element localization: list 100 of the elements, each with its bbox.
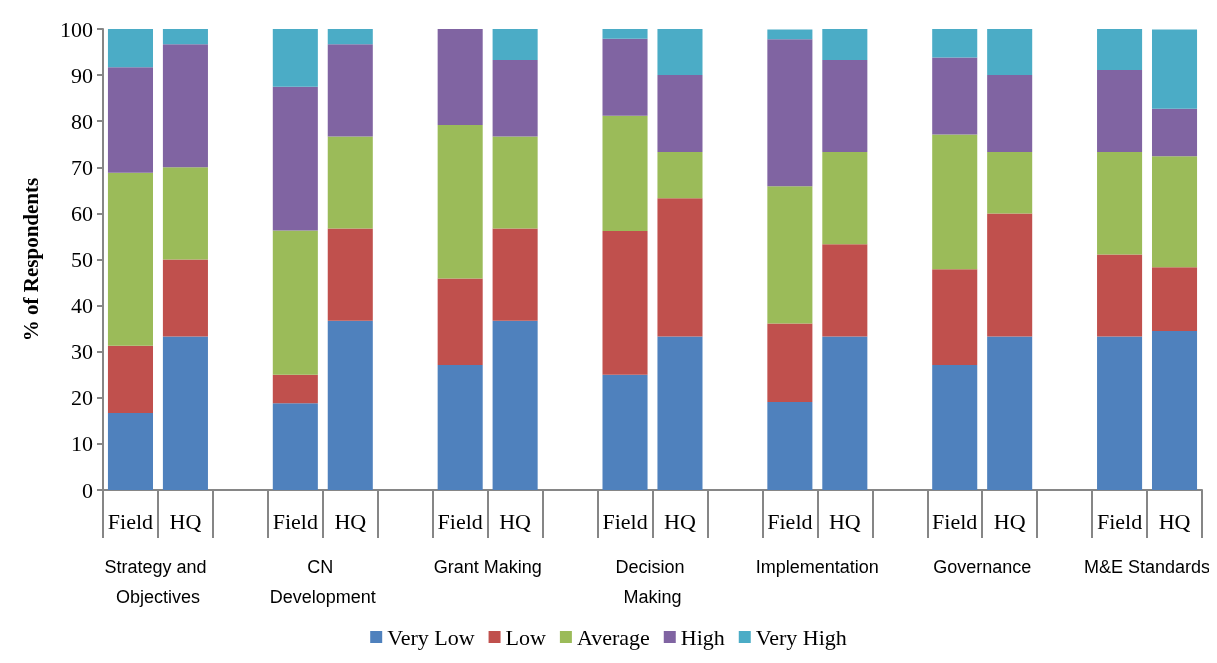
bar — [657, 75, 703, 153]
bar — [987, 75, 1033, 153]
x-tick-label: Field — [1096, 508, 1143, 534]
y-tick-label: 100 — [60, 16, 93, 42]
bar — [767, 39, 813, 187]
legend-label: Low — [505, 624, 546, 650]
bar — [657, 29, 703, 76]
bar — [492, 320, 538, 490]
bar — [162, 336, 208, 490]
bar — [767, 29, 813, 40]
bar — [822, 59, 868, 153]
bar — [602, 230, 648, 375]
bar — [1097, 336, 1143, 490]
bar — [107, 67, 153, 173]
bar — [987, 152, 1033, 214]
bar — [327, 29, 373, 45]
bar — [437, 29, 483, 125]
bar — [1097, 152, 1143, 255]
y-tick-label: 10 — [71, 431, 93, 457]
bar — [107, 29, 153, 68]
bar — [767, 186, 813, 324]
x-tick-label: Field — [437, 508, 483, 534]
bar — [602, 115, 648, 231]
bar — [822, 244, 868, 337]
x-tick-label: HQ — [334, 508, 367, 534]
bar — [987, 336, 1033, 490]
text: Strategy and Objectives — [104, 557, 212, 607]
bar — [1152, 156, 1198, 268]
bar — [1152, 267, 1198, 331]
y-tick-label: 20 — [71, 385, 93, 411]
bar — [1152, 29, 1198, 109]
y-tick-label: 60 — [71, 200, 93, 226]
y-tick-label: 50 — [71, 247, 93, 272]
x-tick-label: Field — [107, 508, 154, 534]
x-tick-label: HQ — [993, 508, 1026, 534]
bar — [602, 29, 648, 39]
x-tick-label: HQ — [1158, 508, 1191, 534]
bar — [162, 259, 208, 337]
x-tick-label: Field — [767, 508, 813, 534]
y-axis-title: % of Respondents — [18, 177, 43, 342]
bar — [1097, 70, 1143, 153]
bar — [602, 374, 648, 490]
bar — [602, 38, 648, 116]
x-tick-label: HQ — [828, 508, 861, 534]
x-tick-label: Field — [272, 508, 318, 534]
x-tick-label: Field — [932, 508, 978, 534]
bar — [107, 413, 153, 490]
text: Grant Making — [433, 557, 542, 577]
legend-label: Very High — [755, 624, 847, 650]
bar — [657, 336, 703, 490]
bar — [437, 365, 483, 490]
bar — [657, 152, 703, 199]
bar — [1152, 108, 1198, 157]
y-tick-label: 0 — [82, 477, 93, 503]
bar — [932, 134, 978, 270]
legend-label: High — [680, 624, 725, 650]
bar — [822, 152, 868, 245]
bar — [272, 86, 318, 231]
bar — [657, 198, 703, 337]
text: Decision Making — [615, 557, 690, 607]
bar — [987, 213, 1033, 337]
legend-label: Very Low — [387, 624, 475, 650]
bar — [932, 29, 978, 58]
bar — [162, 167, 208, 260]
bar — [327, 44, 373, 137]
bar — [327, 228, 373, 321]
x-tick-label: HQ — [169, 508, 202, 534]
bar — [437, 124, 483, 279]
x-tick-label: HQ — [664, 508, 696, 534]
text: Implementation — [755, 557, 879, 577]
y-tick-label: 90 — [71, 62, 93, 88]
bar — [107, 345, 153, 414]
bar — [1097, 254, 1143, 337]
bar — [162, 44, 208, 168]
legend-label: Average — [576, 624, 650, 650]
bar — [1152, 330, 1198, 490]
bar — [767, 323, 813, 402]
text: Governance — [933, 557, 1032, 577]
bar — [987, 29, 1033, 76]
bar — [492, 59, 538, 137]
bar — [932, 269, 978, 366]
bar — [272, 374, 318, 404]
bar — [272, 403, 318, 490]
text: M&E Standards — [1084, 557, 1211, 577]
y-tick-label: 30 — [71, 339, 93, 365]
y-tick-label: 70 — [71, 154, 93, 180]
x-tick-label: HQ — [499, 508, 532, 534]
text: CN Development — [269, 557, 376, 607]
bar — [932, 57, 978, 135]
bar — [162, 29, 208, 45]
bar — [932, 365, 978, 490]
bar — [1097, 29, 1143, 71]
bar — [822, 29, 868, 60]
bar — [272, 29, 318, 87]
y-tick-label: 40 — [71, 293, 93, 319]
bar — [327, 320, 373, 490]
bar — [492, 29, 538, 60]
bar — [272, 230, 318, 375]
bar — [492, 136, 538, 229]
x-tick-label: Field — [602, 508, 648, 534]
